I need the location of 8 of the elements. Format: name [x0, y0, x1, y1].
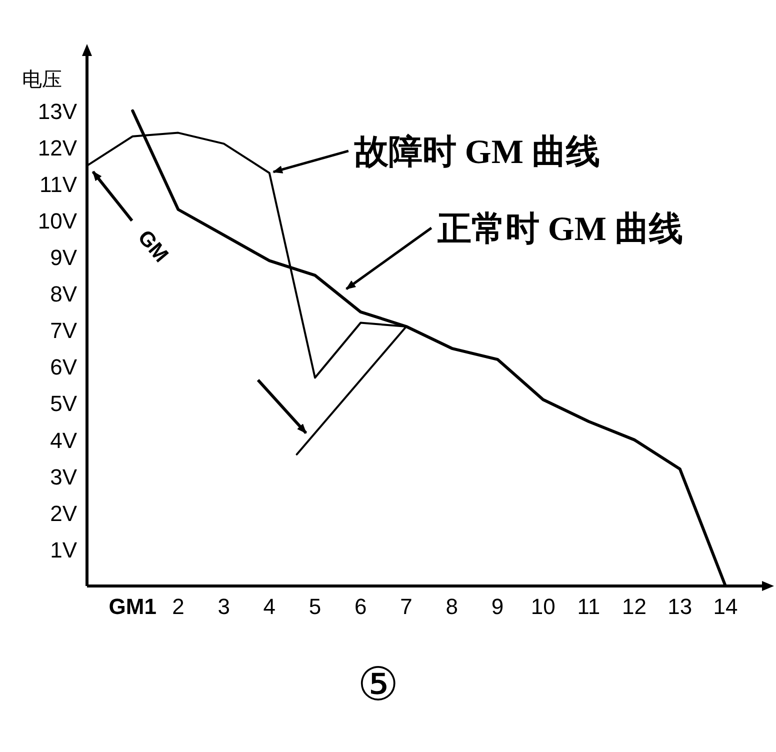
annotation: GM [92, 170, 173, 267]
annotation: 故障时 GM 曲线 [272, 134, 600, 174]
ylabel: 电压 [22, 69, 62, 91]
annotation: GM [133, 226, 173, 267]
annotation: 故障时 GM 曲线 [353, 132, 600, 171]
annotation: 正常时 GM 曲线 [436, 210, 683, 248]
annotation: 正常时 GM 曲线 [346, 210, 683, 290]
annotation: ⑤ [358, 659, 398, 710]
